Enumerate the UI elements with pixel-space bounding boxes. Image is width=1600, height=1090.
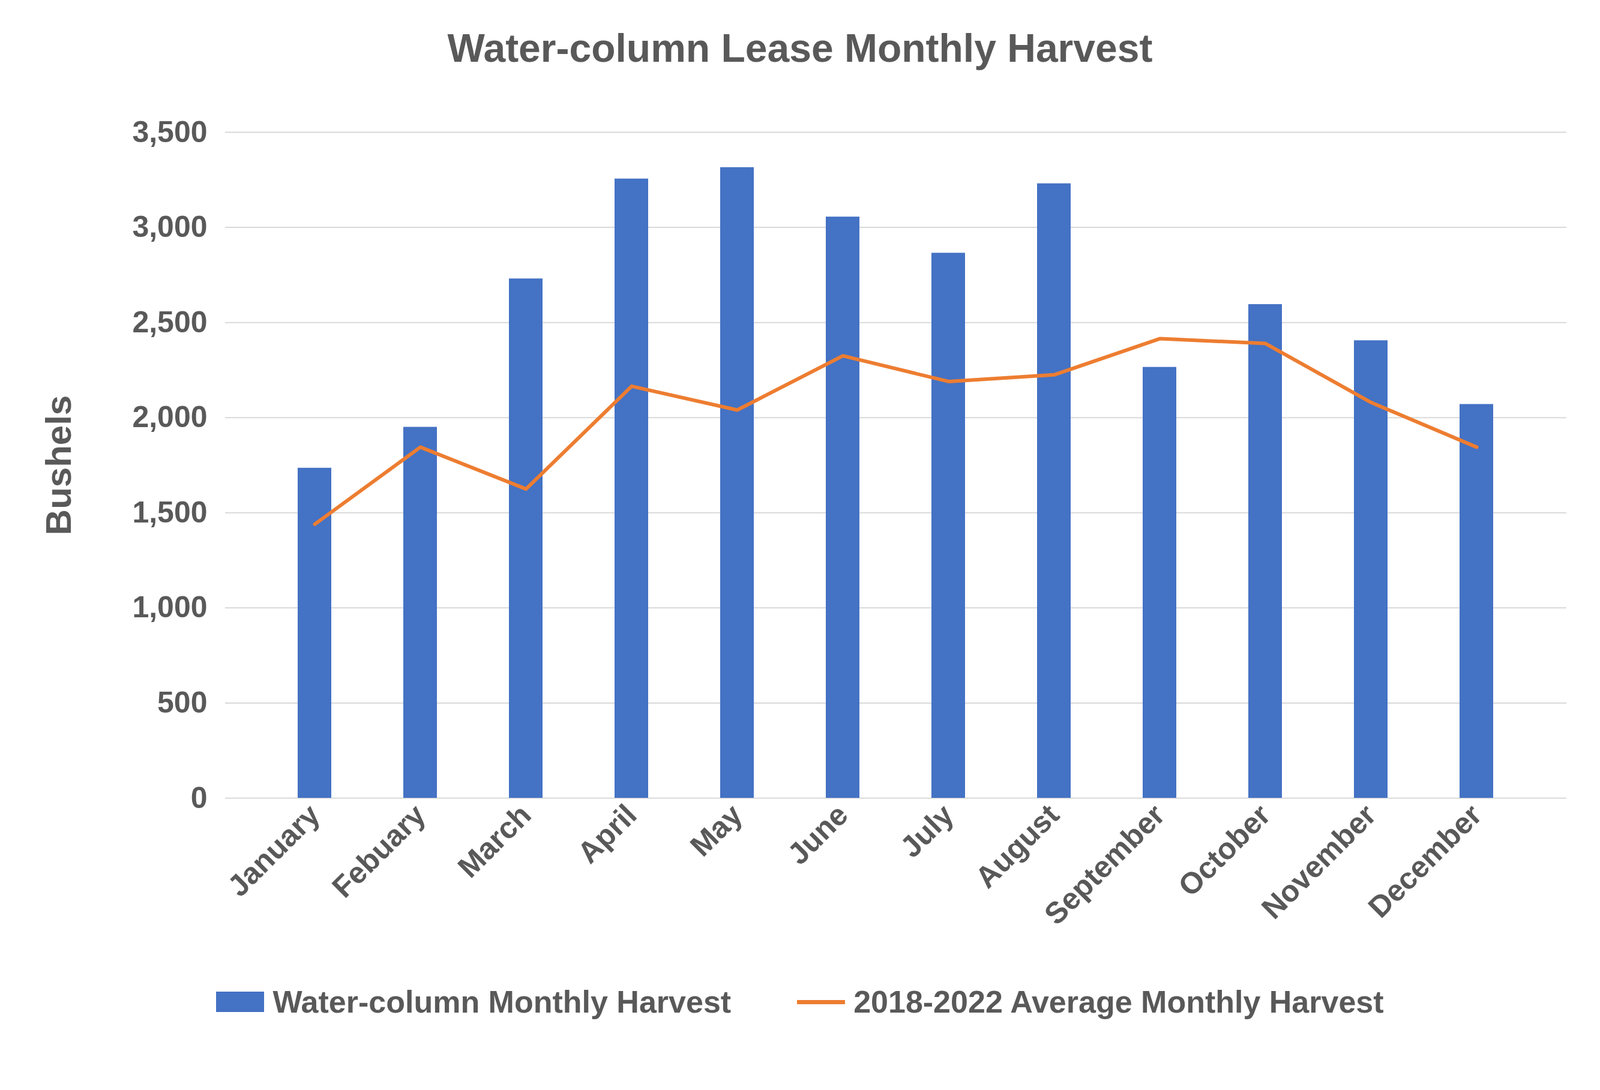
svg-text:Febuary: Febuary	[325, 798, 432, 905]
svg-text:2,000: 2,000	[132, 400, 208, 434]
svg-text:December: December	[1361, 798, 1489, 925]
svg-text:500: 500	[157, 685, 208, 720]
svg-text:November: November	[1254, 798, 1383, 927]
svg-text:September: September	[1037, 798, 1171, 932]
svg-text:August: August	[968, 798, 1066, 896]
svg-text:March: March	[451, 798, 538, 885]
svg-text:June: June	[780, 798, 855, 872]
svg-text:3,500: 3,500	[132, 115, 208, 149]
svg-text:July: July	[893, 798, 960, 865]
svg-text:0: 0	[190, 781, 208, 816]
svg-text:April: April	[570, 798, 643, 871]
html-text:Water-column Lease Monthly Har: Water-column Lease Monthly Harvest	[447, 25, 1153, 71]
svg-text:Bushels: Bushels	[38, 395, 79, 536]
html-text:Water-column Monthly Harvest: Water-column Monthly Harvest	[272, 984, 732, 1020]
svg-text:1,000: 1,000	[132, 590, 208, 625]
svg-text:October: October	[1171, 798, 1277, 904]
svg-text:1,500: 1,500	[132, 495, 208, 530]
svg-text:2,500: 2,500	[132, 305, 208, 340]
svg-text:May: May	[683, 798, 749, 864]
svg-text:January: January	[220, 798, 326, 904]
svg-text:3,000: 3,000	[132, 210, 208, 244]
html-text:2018-2022 Average Monthly Harv: 2018-2022 Average Monthly Harvest	[853, 984, 1384, 1020]
